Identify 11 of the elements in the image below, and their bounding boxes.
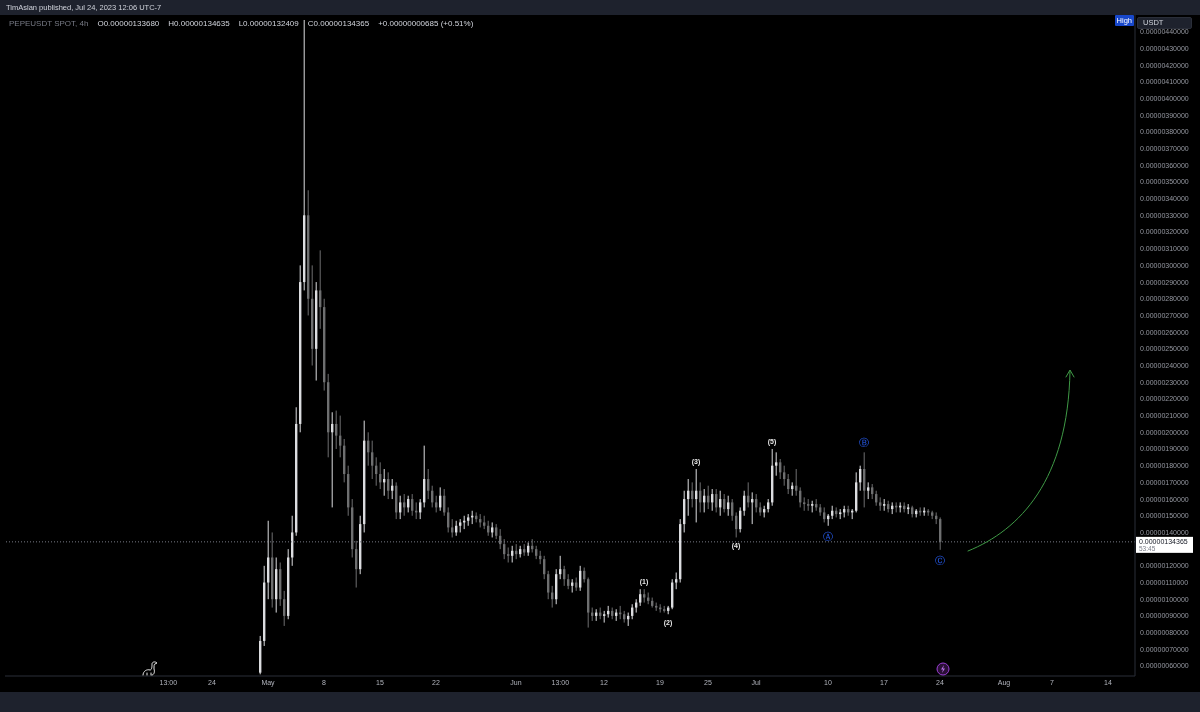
annotation: Ⓒ <box>935 554 945 566</box>
annotation: L0.00000132409 <box>238 19 299 28</box>
candlestick <box>803 496 806 512</box>
annotation: O0.00000133680 <box>97 19 160 28</box>
annotation: C0.00000134365 <box>307 19 370 28</box>
annotation: Ⓑ <box>859 436 869 448</box>
candlestick <box>775 451 778 477</box>
annotation: Ⓐ <box>823 530 833 542</box>
annotation: +0.00000000685 (+0.51%) <box>378 19 474 28</box>
annotation: H0.00000134635 <box>168 19 230 28</box>
text: PEPEUSDT SPOT, 4h <box>9 19 89 28</box>
